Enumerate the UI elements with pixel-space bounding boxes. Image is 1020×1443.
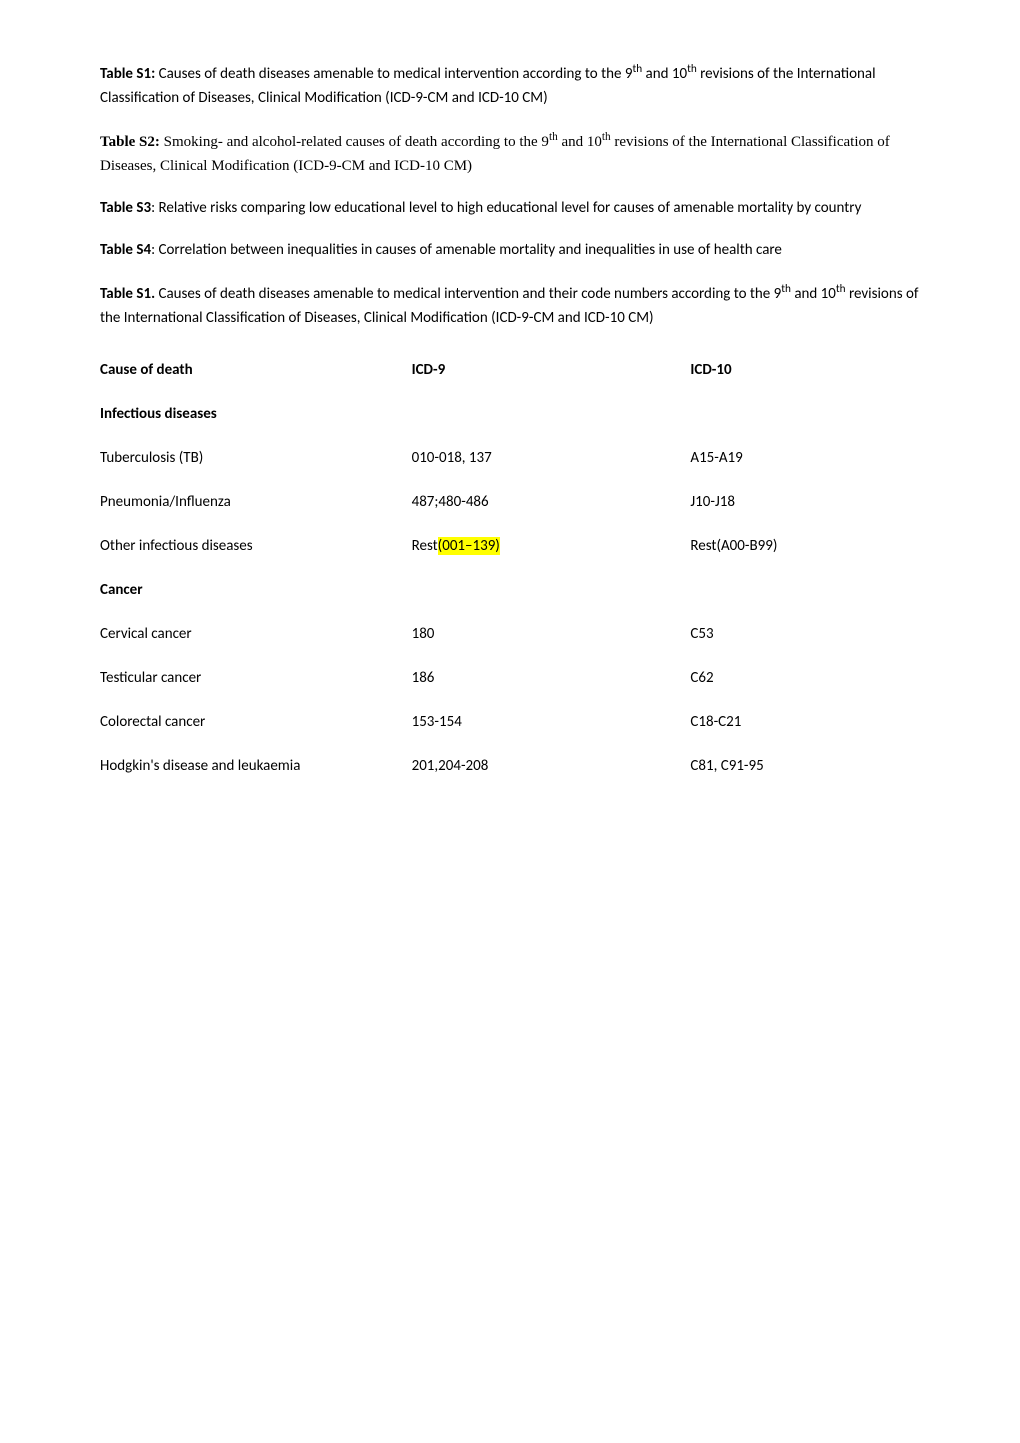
sup: th	[687, 62, 697, 76]
table-s1-caption: Table S1. Causes of death diseases amena…	[100, 280, 920, 330]
icd10-cell: J10-J18	[690, 480, 920, 524]
sup: th	[781, 282, 791, 296]
section-row: Infectious diseases	[100, 392, 920, 436]
header-icd9: ICD-9	[412, 348, 691, 392]
cause-cell: Hodgkin's disease and leukaemia	[100, 744, 412, 788]
icd10-cell: C62	[690, 656, 920, 700]
cause-cell: Pneumonia/Influenza	[100, 480, 412, 524]
label: Table S1:	[100, 65, 155, 83]
icd9-cell: 153-154	[412, 700, 691, 744]
table-s2-summary: Table S2: Smoking- and alcohol-related c…	[100, 128, 920, 178]
table-row: Cervical cancer 180 C53	[100, 612, 920, 656]
sup: th	[549, 131, 558, 143]
cause-cell: Testicular cancer	[100, 656, 412, 700]
text: : Relative risks comparing low education…	[151, 199, 861, 217]
text: and 10	[558, 134, 602, 150]
text: and 10	[642, 65, 687, 83]
icd-codes-table: Cause of death ICD-9 ICD-10 Infectious d…	[100, 348, 920, 788]
icd9-cell: 180	[412, 612, 691, 656]
icd10-cell: C53	[690, 612, 920, 656]
label: Table S3	[100, 199, 151, 217]
table-s1-summary: Table S1: Causes of death diseases amena…	[100, 60, 920, 110]
icd9-cell: 186	[412, 656, 691, 700]
empty-cell	[690, 392, 920, 436]
icd10-cell: A15-A19	[690, 436, 920, 480]
text: Smoking- and alcohol-related causes of d…	[160, 134, 549, 150]
table-s3-summary: Table S3: Relative risks comparing low e…	[100, 196, 920, 220]
table-header-row: Cause of death ICD-9 ICD-10	[100, 348, 920, 392]
sup: th	[602, 131, 611, 143]
label: Table S4	[100, 241, 151, 259]
sup: th	[632, 62, 642, 76]
table-row: Pneumonia/Influenza 487;480-486 J10-J18	[100, 480, 920, 524]
highlighted-text: (001–139)	[438, 537, 500, 555]
icd9-cell: 010-018, 137	[412, 436, 691, 480]
text: and 10	[791, 285, 836, 303]
table-row: Testicular cancer 186 C62	[100, 656, 920, 700]
label: Table S1.	[100, 285, 155, 303]
empty-cell	[690, 568, 920, 612]
icd9-cell: 201,204-208	[412, 744, 691, 788]
section-title: Infectious diseases	[100, 392, 412, 436]
cause-cell: Colorectal cancer	[100, 700, 412, 744]
text: : Correlation between inequalities in ca…	[151, 241, 782, 259]
table-row: Other infectious diseases Rest(001–139) …	[100, 524, 920, 568]
table-row: Hodgkin's disease and leukaemia 201,204-…	[100, 744, 920, 788]
cause-cell: Tuberculosis (TB)	[100, 436, 412, 480]
text: Rest	[412, 537, 438, 555]
header-cause: Cause of death	[100, 348, 412, 392]
cause-cell: Other infectious diseases	[100, 524, 412, 568]
table-row: Colorectal cancer 153-154 C18-C21	[100, 700, 920, 744]
text: Causes of death diseases amenable to med…	[155, 65, 632, 83]
table-row: Tuberculosis (TB) 010-018, 137 A15-A19	[100, 436, 920, 480]
icd9-cell: Rest(001–139)	[412, 524, 691, 568]
text: Causes of death diseases amenable to med…	[155, 285, 781, 303]
header-icd10: ICD-10	[690, 348, 920, 392]
cause-cell: Cervical cancer	[100, 612, 412, 656]
label: Table S2:	[100, 134, 160, 150]
icd10-cell: C18-C21	[690, 700, 920, 744]
table-s4-summary: Table S4: Correlation between inequaliti…	[100, 238, 920, 262]
icd10-cell: C81, C91-95	[690, 744, 920, 788]
section-row: Cancer	[100, 568, 920, 612]
sup: th	[836, 282, 846, 296]
icd9-cell: 487;480-486	[412, 480, 691, 524]
icd10-cell: Rest(A00-B99)	[690, 524, 920, 568]
section-title: Cancer	[100, 568, 412, 612]
empty-cell	[412, 568, 691, 612]
empty-cell	[412, 392, 691, 436]
